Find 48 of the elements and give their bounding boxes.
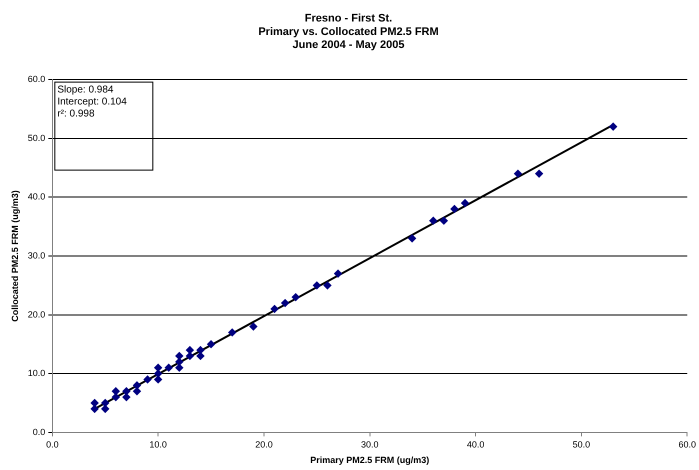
point	[90, 399, 99, 407]
point	[90, 404, 99, 413]
x-tick-label: 20.0	[255, 439, 273, 450]
point	[132, 381, 141, 390]
point	[461, 199, 470, 208]
point	[101, 399, 110, 407]
point	[164, 364, 173, 372]
point	[175, 352, 184, 360]
point	[154, 364, 162, 372]
point	[292, 293, 300, 302]
annotation: Slope: 0.984 Intercept: 0.104 r²: 0.998	[57, 84, 128, 120]
point	[408, 234, 416, 242]
y-tick-label: 10.0	[28, 368, 46, 378]
point	[207, 340, 216, 348]
point	[323, 281, 332, 290]
point	[144, 375, 152, 384]
x-tick-label: 50.0	[572, 439, 590, 450]
point	[175, 358, 184, 366]
y-tick-label: 40.0	[28, 192, 46, 202]
x-tick-label: 30.0	[361, 439, 379, 450]
point	[175, 364, 184, 372]
x-axis-title: Primary PM2.5 FRM (ug/m3)	[310, 455, 430, 466]
point	[609, 122, 618, 131]
point	[429, 216, 438, 225]
y-tick-label: 50.0	[28, 132, 46, 143]
point	[334, 270, 342, 278]
point	[312, 281, 321, 290]
x-tick-label: 10.0	[149, 439, 167, 450]
y-tick-label: 20.0	[28, 309, 46, 320]
point	[249, 322, 258, 331]
point	[270, 304, 279, 313]
y-tick-label: 60.0	[28, 74, 46, 84]
x-tick-label: 60.0	[678, 439, 696, 450]
y-tick-label: 0.0	[32, 426, 46, 437]
x-tick-label: 40.0	[466, 439, 484, 450]
x-tick-label: 0.0	[46, 439, 59, 450]
y-axis-title: Collocated PM2.5 FRM (ug/m3)	[10, 190, 20, 322]
point	[122, 387, 130, 396]
point	[112, 393, 120, 402]
chart-title: Fresno - First St. Primary vs. Collocated PM2.5 FRM June 2004 - May 2005	[258, 12, 439, 52]
point	[440, 216, 448, 225]
point	[228, 328, 236, 336]
point	[281, 299, 290, 308]
point	[535, 170, 544, 178]
y-tick-label: 30.0	[28, 250, 46, 260]
point	[450, 204, 458, 213]
point	[514, 170, 522, 178]
point	[112, 387, 120, 396]
